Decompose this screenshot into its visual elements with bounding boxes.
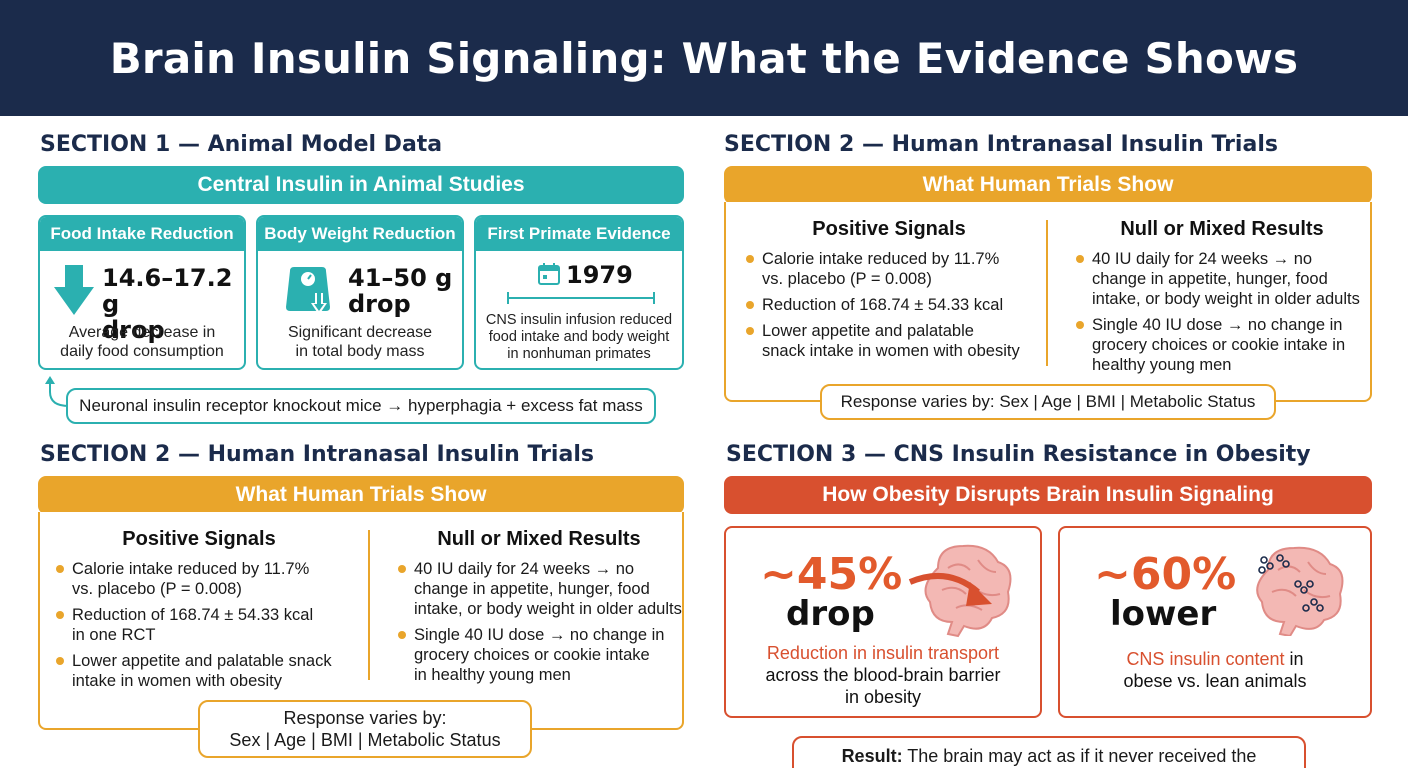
percent-value: ~45% xyxy=(760,549,903,600)
section2-top-title: SECTION 2 — Human Intranasal Insulin Tri… xyxy=(724,132,1278,157)
percent-label: lower xyxy=(1110,594,1217,634)
section1-banner: Central Insulin in Animal Studies xyxy=(38,166,684,204)
section2-bottom-title: SECTION 2 — Human Intranasal Insulin Tri… xyxy=(40,442,594,467)
transport-drop-card: ~45% drop Reduction in insulin transport… xyxy=(724,526,1042,718)
page-header: Brain Insulin Signaling: What the Eviden… xyxy=(0,0,1408,116)
positive-signals-column: Positive Signals Calorie intake reduced … xyxy=(744,218,1034,367)
scale-icon xyxy=(286,267,330,315)
brain-arrow-icon xyxy=(908,544,1012,638)
column-divider xyxy=(368,530,370,680)
column-title: Null or Mixed Results xyxy=(437,528,641,550)
null-results-column: Null or Mixed Results 40 IU daily for 24… xyxy=(1074,218,1370,381)
card-value: 41–50 g drop xyxy=(348,264,453,318)
positive-signals-column: Positive Signals Calorie intake reduced … xyxy=(54,528,344,697)
column-divider xyxy=(1046,220,1048,366)
response-varies-note: Response varies by: Sex | Age | BMI | Me… xyxy=(820,384,1276,420)
list-item: Reduction of 168.74 ± 54.33 kcal in one R… xyxy=(54,605,344,645)
null-results-column: Null or Mixed Results 40 IU daily for 24… xyxy=(396,528,682,691)
timeline-icon xyxy=(507,292,655,304)
card-head: Body Weight Reduction xyxy=(258,217,462,251)
percent-label: drop xyxy=(786,594,875,634)
card-head: First Primate Evidence xyxy=(476,217,682,251)
list-item: Lower appetite and palatable snack intake… xyxy=(744,321,1034,361)
down-arrow-icon xyxy=(54,265,94,315)
insulin-content-card: ~60% lower CNS insulin content in obese … xyxy=(1058,526,1372,718)
card-description: Reduction in insulin transport across th… xyxy=(765,643,1001,707)
primate-evidence-card: First Primate Evidence 1979 CNS insulin … xyxy=(474,215,684,370)
section2-top-banner: What Human Trials Show xyxy=(724,166,1372,204)
section2-bottom-banner: What Human Trials Show xyxy=(38,476,684,514)
column-title: Positive Signals xyxy=(122,528,276,550)
section2-bottom-panel xyxy=(38,512,684,730)
section2-top-panel xyxy=(724,202,1372,402)
card-year: 1979 xyxy=(566,261,633,289)
list-item: 40 IU daily for 24 weeks → no change in a… xyxy=(396,559,682,619)
result-note: Result: The brain may act as if it never… xyxy=(792,736,1306,768)
card-description: Average decrease in daily food consumpti… xyxy=(60,324,224,360)
card-description: CNS insulin content in obese vs. lean an… xyxy=(1123,649,1307,691)
list-item: Calorie intake reduced by 11.7% vs. place… xyxy=(54,559,344,599)
list-item: Single 40 IU dose → no change in grocery … xyxy=(1074,315,1370,375)
list-item: 40 IU daily for 24 weeks → no change in a… xyxy=(1074,249,1370,309)
page-title: Brain Insulin Signaling: What the Eviden… xyxy=(109,33,1299,83)
section1-title: SECTION 1 — Animal Model Data xyxy=(40,132,443,157)
knockout-note: Neuronal insulin receptor knockout mice … xyxy=(66,388,656,424)
card-value: 14.6–17.2 g drop xyxy=(102,264,233,344)
column-title: Null or Mixed Results xyxy=(1120,218,1324,240)
response-varies-note: Response varies by: Sex | Age | BMI | Me… xyxy=(198,700,532,758)
column-title: Positive Signals xyxy=(812,218,966,240)
connector-arrow-icon xyxy=(45,376,70,407)
calendar-icon xyxy=(538,263,560,285)
list-item: Single 40 IU dose → no change in grocery … xyxy=(396,625,682,685)
card-description: Significant decrease in total body mass xyxy=(287,324,433,360)
list-item: Calorie intake reduced by 11.7% vs. place… xyxy=(744,249,1034,289)
list-item: Lower appetite and palatable snack intake… xyxy=(54,651,344,691)
section3-banner: How Obesity Disrupts Brain Insulin Signa… xyxy=(724,476,1372,514)
brain-molecules-icon xyxy=(1256,546,1344,636)
section3-title: SECTION 3 — CNS Insulin Resistance in Ob… xyxy=(726,442,1311,467)
body-weight-card: Body Weight Reduction 41–50 g drop Signi… xyxy=(256,215,464,370)
list-item: Reduction of 168.74 ± 54.33 kcal xyxy=(744,295,1034,315)
card-description: CNS insulin infusion reduced food intake… xyxy=(485,312,673,362)
food-intake-card: Food Intake Reduction 14.6–17.2 g drop A… xyxy=(38,215,246,370)
percent-value: ~60% xyxy=(1094,549,1237,600)
card-head: Food Intake Reduction xyxy=(40,217,244,251)
